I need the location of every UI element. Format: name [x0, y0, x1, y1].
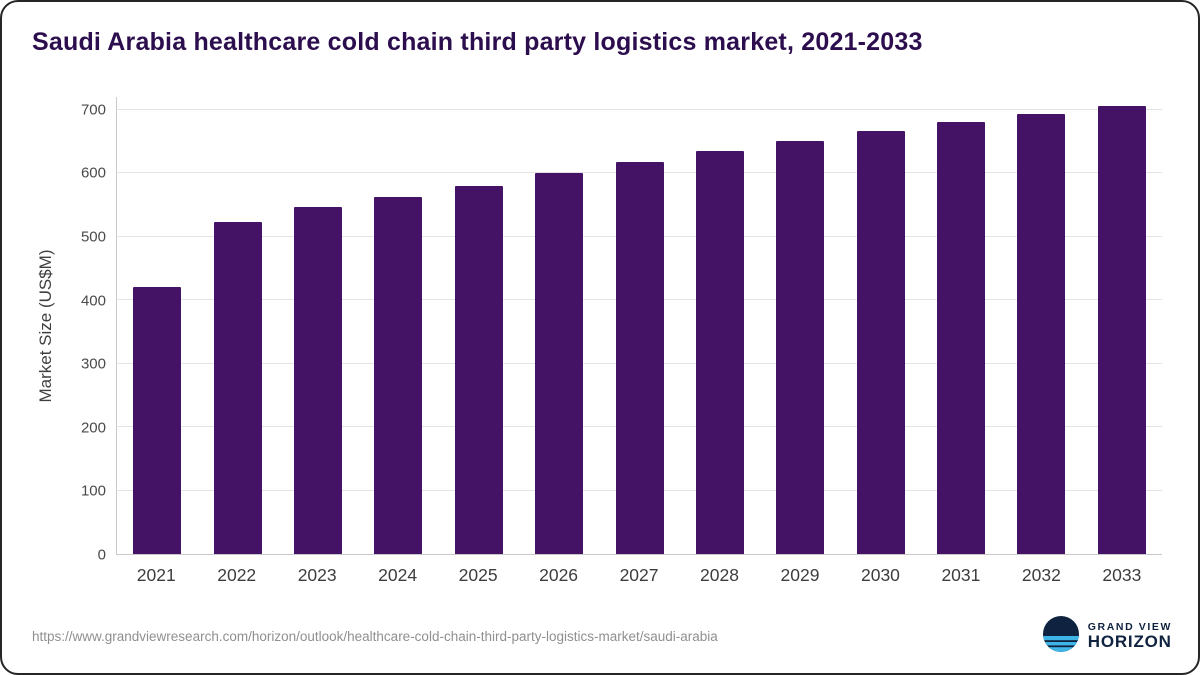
bar-2022	[213, 222, 262, 554]
x-tick-label: 2025	[458, 565, 498, 585]
bar-2023	[293, 207, 342, 554]
source-url[interactable]: https://www.grandviewresearch.com/horizo…	[32, 629, 718, 644]
bar-slot-2030	[841, 97, 921, 554]
y-tick-label: 200	[80, 419, 106, 437]
chart-title: Saudi Arabia healthcare cold chain third…	[32, 28, 923, 56]
bar-slot-2032	[1001, 97, 1081, 554]
bar-2032	[1017, 113, 1066, 554]
gridline	[117, 108, 1162, 110]
bar-slot-2022	[197, 97, 277, 554]
grand-view-horizon-logo: GRAND VIEW HORIZON	[1042, 616, 1172, 657]
bar-slot-2021	[117, 97, 197, 554]
bar-2027	[615, 161, 664, 554]
bar-chart: Market Size (US$M) 0 100 200 300 400 500 600 70…	[28, 97, 1162, 564]
y-axis-label: Market Size (US$M)	[36, 249, 55, 403]
y-tick-label: 400	[80, 292, 106, 310]
y-tick-label: 500	[80, 228, 106, 246]
bar-slot-2028	[680, 97, 760, 554]
bar-slot-2025	[439, 97, 519, 554]
bar-slot-2027	[599, 97, 679, 554]
x-tick-label: 2033	[1102, 565, 1142, 585]
bar-slot-2031	[921, 97, 1001, 554]
x-tick-label: 2031	[941, 565, 981, 585]
x-tick-label: 2024	[378, 565, 418, 585]
horizon-logo-icon	[1042, 616, 1079, 657]
y-axis: Market Size (US$M)	[28, 97, 64, 555]
x-tick-label: 2021	[136, 565, 176, 585]
x-tick-label: 2026	[539, 565, 579, 585]
bars-group	[117, 97, 1162, 554]
plot-area	[116, 97, 1162, 555]
y-tick-label: 0	[97, 546, 106, 564]
x-tick-label: 2022	[217, 565, 257, 585]
bar-2024	[374, 196, 423, 554]
y-tick-label: 600	[80, 164, 106, 182]
bar-2033	[1097, 105, 1146, 554]
logo-line1: GRAND VIEW	[1087, 621, 1172, 634]
x-tick-label: 2027	[619, 565, 659, 585]
bar-slot-2033	[1082, 97, 1162, 554]
x-tick-label: 2023	[297, 565, 337, 585]
bar-2025	[454, 185, 503, 554]
bar-2029	[776, 140, 825, 554]
bar-2021	[133, 287, 182, 554]
bar-slot-2026	[519, 97, 599, 554]
x-tick-label: 2032	[1021, 565, 1061, 585]
x-axis-ticks: 2021 2022 2023 2024 2025 2026 2027 2028 2029 2030…	[116, 565, 1162, 586]
x-tick-label: 2028	[700, 565, 739, 585]
logo-text: GRAND VIEW HORIZON	[1088, 622, 1172, 651]
y-tick-label: 300	[80, 355, 106, 373]
bar-2026	[535, 172, 584, 554]
bar-slot-2029	[760, 97, 840, 554]
x-tick-label: 2030	[860, 565, 900, 585]
logo-line2: HORIZON	[1087, 632, 1172, 652]
footer: https://www.grandviewresearch.com/horizo…	[32, 616, 1172, 657]
y-tick-label: 100	[80, 482, 106, 500]
x-tick-label: 2029	[780, 565, 820, 585]
bar-2030	[856, 130, 905, 554]
y-tick-label: 700	[80, 101, 106, 119]
bar-slot-2024	[358, 97, 438, 554]
bar-slot-2023	[278, 97, 358, 554]
y-axis-ticks: 0 100 200 300 400 500 600 700	[64, 97, 116, 563]
bar-2031	[937, 121, 986, 554]
bar-2028	[695, 150, 744, 554]
